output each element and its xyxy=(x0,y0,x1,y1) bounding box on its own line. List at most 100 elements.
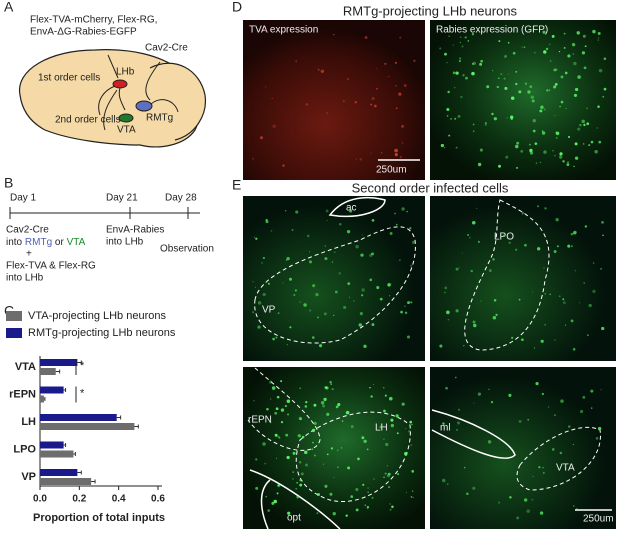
speckle xyxy=(447,90,450,94)
speckle xyxy=(597,105,600,108)
y-tick-label: LH xyxy=(21,416,36,428)
speckle xyxy=(306,234,310,238)
speckle xyxy=(541,131,546,135)
speckle xyxy=(411,240,416,245)
speckle xyxy=(403,452,408,456)
error-bar xyxy=(63,443,67,447)
speckle xyxy=(592,289,596,294)
region-label: ml xyxy=(440,423,451,434)
speckle xyxy=(395,414,399,418)
speckle xyxy=(507,41,510,44)
speckle xyxy=(492,69,494,72)
speckle xyxy=(534,51,536,54)
speckle xyxy=(289,277,292,281)
bar xyxy=(40,423,135,430)
speckle xyxy=(313,454,316,457)
speckle xyxy=(543,267,545,269)
speckle xyxy=(382,386,385,389)
speckle xyxy=(488,269,492,273)
speckle xyxy=(298,416,302,421)
speckle xyxy=(558,50,561,53)
speckle xyxy=(390,418,394,422)
speckle xyxy=(442,422,445,425)
speckle xyxy=(515,82,518,86)
speckle xyxy=(276,395,280,399)
scale-label: 250um xyxy=(583,514,614,525)
speckle xyxy=(334,251,336,253)
x-axis-title: Proportion of total inputs xyxy=(33,512,165,524)
speckle xyxy=(367,487,369,489)
speckle xyxy=(333,476,335,478)
speckle xyxy=(551,34,555,38)
speckle xyxy=(488,388,490,390)
speckle xyxy=(301,435,305,439)
speckle xyxy=(492,316,497,320)
speckle xyxy=(572,505,575,507)
speckle xyxy=(540,339,544,343)
speckle xyxy=(338,272,341,275)
speckle xyxy=(255,486,259,490)
speckle xyxy=(394,153,398,157)
speckle xyxy=(458,408,460,411)
speckle xyxy=(371,496,374,499)
speckle xyxy=(479,62,483,66)
speckle xyxy=(275,457,278,459)
speckle xyxy=(446,115,449,117)
speckle xyxy=(296,495,299,499)
speckle xyxy=(554,414,556,416)
speckle xyxy=(549,60,552,62)
speckle xyxy=(264,28,267,32)
speckle xyxy=(555,218,559,222)
speckle xyxy=(584,45,587,48)
speckle xyxy=(266,407,269,411)
speckle xyxy=(512,51,516,55)
speckle xyxy=(312,441,314,444)
speckle xyxy=(292,451,296,455)
speckle xyxy=(500,73,503,76)
speckle xyxy=(597,426,602,431)
speckle xyxy=(543,108,546,111)
speckle xyxy=(529,151,534,155)
speckle xyxy=(532,291,534,293)
speckle xyxy=(411,423,413,426)
speckle xyxy=(591,407,593,409)
error-bar xyxy=(116,415,122,420)
speckle xyxy=(441,478,446,483)
speckle xyxy=(324,257,328,261)
speckle xyxy=(444,286,447,290)
speckle xyxy=(272,124,276,128)
speckle xyxy=(504,56,506,58)
speckle xyxy=(506,117,508,119)
speckle xyxy=(390,283,392,285)
speckle xyxy=(560,100,564,104)
speckle xyxy=(401,125,404,128)
speckle xyxy=(376,87,378,90)
speckle xyxy=(467,234,469,236)
speckle xyxy=(571,42,576,47)
speckle xyxy=(269,421,272,424)
speckle xyxy=(286,256,290,261)
speckle xyxy=(252,281,254,283)
speckle xyxy=(602,234,604,237)
speckle xyxy=(533,347,536,349)
speckle xyxy=(579,409,584,414)
speckle xyxy=(336,449,339,452)
speckle xyxy=(554,115,556,117)
speckle xyxy=(311,428,316,433)
speckle xyxy=(299,479,302,482)
speckle xyxy=(602,95,605,98)
speckle xyxy=(388,295,391,297)
speckle xyxy=(511,336,514,339)
speckle xyxy=(391,505,394,509)
speckle xyxy=(325,386,329,390)
speckle xyxy=(531,99,535,103)
speckle xyxy=(544,293,546,295)
speckle xyxy=(508,393,512,397)
speckle xyxy=(322,404,326,408)
speckle xyxy=(447,318,450,321)
step-text: Flex-TVA & Flex-RG xyxy=(6,261,96,272)
first-order: 1st order cells xyxy=(38,73,100,84)
speckle xyxy=(486,85,490,89)
speckle xyxy=(458,267,460,269)
speckle xyxy=(539,161,542,164)
